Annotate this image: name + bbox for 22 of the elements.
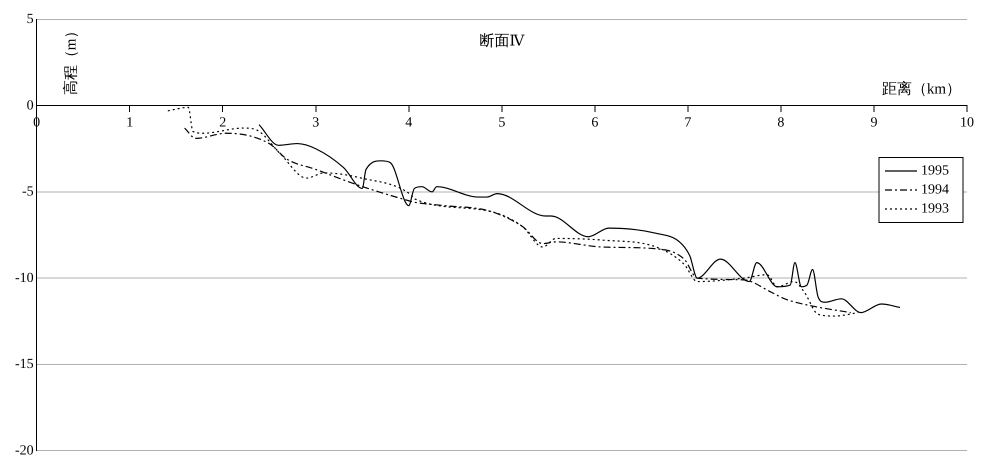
text: 断面Ⅳ bbox=[479, 32, 526, 50]
y-tick-label: -5 bbox=[22, 184, 34, 200]
x-tick-label: 4 bbox=[405, 116, 412, 131]
x-tick-label: 6 bbox=[591, 116, 598, 131]
y-axis-title: 高程（m） bbox=[62, 24, 80, 96]
legend-label: 1994 bbox=[921, 182, 949, 198]
x-axis-title: 距离（km） bbox=[882, 80, 961, 98]
legend-label: 1993 bbox=[921, 202, 949, 217]
x-tick-label: 9 bbox=[870, 116, 878, 131]
y-tick-label: -10 bbox=[14, 270, 34, 286]
legend-label: 1995 bbox=[921, 164, 949, 179]
x-tick-label: 3 bbox=[312, 116, 320, 131]
x-tick-label: 10 bbox=[960, 116, 974, 131]
y-tick-label: -15 bbox=[14, 357, 34, 372]
x-tick-label: 8 bbox=[777, 116, 784, 131]
x-tick-label: 5 bbox=[498, 116, 506, 131]
y-tick-label: -20 bbox=[14, 443, 34, 458]
x-tick-label: 7 bbox=[684, 116, 692, 131]
x-tick-label: 1 bbox=[126, 116, 134, 131]
y-tick-label: 0 bbox=[26, 98, 34, 114]
y-tick-label: 5 bbox=[26, 12, 34, 28]
x-tick-label: 2 bbox=[219, 116, 226, 131]
